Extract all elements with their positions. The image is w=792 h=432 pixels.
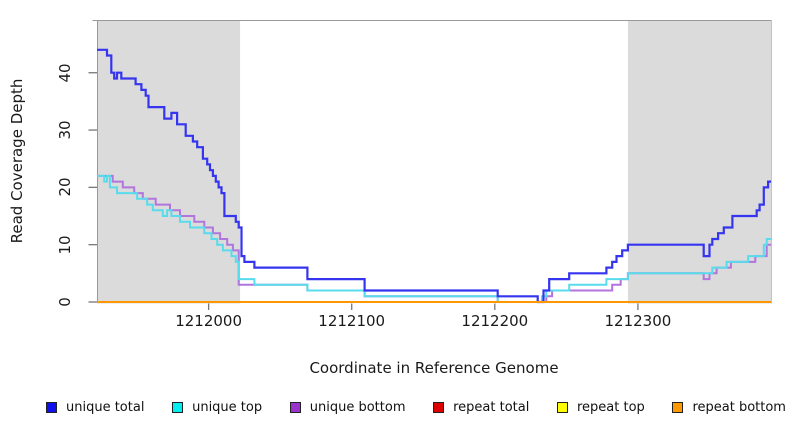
legend-swatch-icon — [172, 401, 184, 413]
x-tick-label: 1212300 — [604, 312, 672, 330]
legend-label: unique bottom — [309, 399, 406, 415]
y-tick-label: 30 — [56, 120, 74, 140]
legend-swatch-icon — [289, 401, 301, 413]
y-axis-title: Read Coverage Depth — [8, 78, 26, 244]
legend-label: repeat top — [577, 399, 645, 415]
x-tick-label: 1212200 — [461, 312, 529, 330]
x-tick-label: 1212000 — [175, 312, 243, 330]
legend-item-unique-bottom: unique bottom — [289, 399, 406, 415]
y-tick-label: 20 — [56, 177, 74, 197]
shaded-region — [97, 20, 241, 304]
legend-swatch-icon — [46, 401, 57, 413]
legend-swatch-icon — [557, 401, 568, 413]
y-tick-label: 10 — [56, 235, 74, 255]
series-line-unique-total — [97, 48, 771, 304]
y-tick-label: 0 — [56, 297, 74, 307]
coverage-chart-canvas — [88, 20, 772, 310]
x-tick-label: 1212100 — [318, 312, 386, 330]
legend-label: unique total — [66, 399, 145, 415]
series-line-unique-top — [97, 174, 771, 303]
legend-item-unique-total: unique total — [46, 400, 144, 415]
x-axis-title: Coordinate in Reference Genome — [309, 359, 559, 377]
legend-item-repeat-total: repeat total — [433, 400, 529, 415]
legend-swatch-icon — [433, 401, 445, 413]
legend-item-unique-top: unique top — [172, 400, 262, 415]
legend-label: unique top — [192, 399, 263, 415]
y-tick-label: 40 — [56, 63, 74, 83]
legend-label: repeat total — [453, 399, 530, 415]
legend-swatch-icon — [672, 401, 684, 413]
legend-item-repeat-bottom: repeat bottom — [672, 400, 786, 415]
legend-label: repeat bottom — [692, 399, 786, 415]
legend-item-repeat-top: repeat top — [557, 400, 645, 415]
chart-legend: unique total unique top unique bottom repea… — [46, 397, 786, 417]
